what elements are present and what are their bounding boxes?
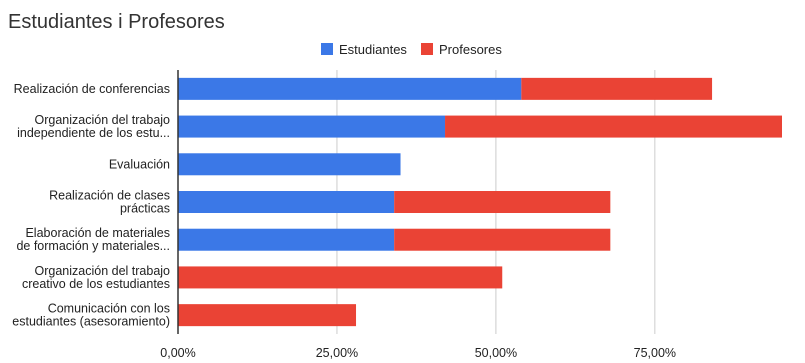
- bar-profesores-2: [445, 115, 782, 138]
- category-labels: Realización de conferencias Organización …: [12, 82, 170, 329]
- bars: [178, 77, 782, 327]
- x-tick-label-3: 50,00%: [475, 346, 517, 360]
- category-label-2: Organización del trabajo independiente de…: [17, 113, 170, 140]
- bar-estudiantes-2: [178, 115, 446, 138]
- category-label-5: Elaboración de materiales de formación y …: [16, 226, 170, 253]
- category-label-6: Organización del trabajo creativo de los …: [22, 264, 170, 291]
- legend: Estudiantes Profesores: [321, 42, 502, 57]
- legend-label-2: Profesores: [439, 42, 502, 57]
- bar-profesores-5: [394, 228, 611, 251]
- bar-profesores-7: [178, 304, 357, 327]
- bar-estudiantes-3: [178, 153, 401, 176]
- x-tick-label-4: 75,00%: [634, 346, 676, 360]
- x-tick-labels: 0,00% 25,00% 50,00% 75,00%: [160, 346, 676, 360]
- bar-profesores-6: [178, 266, 503, 289]
- category-label-1: Realización de conferencias: [14, 82, 170, 96]
- category-label-4: Realización de clases prácticas: [49, 189, 170, 216]
- legend-swatch-1: [321, 43, 333, 55]
- bar-estudiantes-4: [178, 191, 395, 213]
- chart-title: Estudiantes i Profesores: [8, 11, 225, 33]
- bar-profesores-1: [521, 77, 713, 100]
- bar-estudiantes-5: [178, 228, 395, 251]
- legend-swatch-2: [421, 43, 433, 55]
- category-label-3: Evaluación: [109, 157, 170, 171]
- legend-label-1: Estudiantes: [339, 42, 407, 57]
- category-label-7: Comunicación con los estudiantes (asesora…: [12, 302, 170, 329]
- x-tick-label-1: 0,00%: [160, 346, 195, 360]
- x-tick-label-2: 25,00%: [316, 346, 358, 360]
- bar-profesores-4: [394, 191, 611, 213]
- bar-estudiantes-1: [178, 77, 522, 100]
